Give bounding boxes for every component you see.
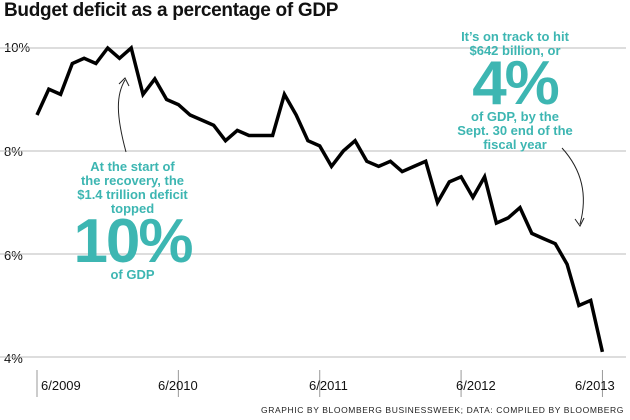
right-annotation-line: fiscal year [483,137,547,152]
left-annotation: At the start of the recovery, the $1.4 t… [60,160,205,282]
right-annotation-big-value: 4% [472,49,560,118]
x-tick-label-2010: 6/2010 [158,378,198,393]
deficit-series-line [35,44,605,353]
right-annotation-line: of GDP, by the [471,109,559,124]
source-credit: GRAPHIC BY BLOOMBERG BUSINESSWEEK; DATA:… [261,405,624,415]
left-annotation-line: topped [110,201,155,216]
chart-title: Budget deficit as a percentage of GDP [4,0,339,21]
right-annotation-line: $642 billion, or [469,43,561,58]
right-annotation: It’s on track to hit $642 billion, or 4%… [435,30,595,152]
right-annotation-line: It’s on track to hit [461,29,569,44]
y-tick-label-6: 6% [4,248,23,263]
left-annotation-line: $1.4 trillion deficit [77,187,188,202]
x-tick-label-2013: 6/2013 [575,378,615,393]
left-annotation-line: of GDP [110,267,155,282]
left-annotation-line: the recovery, the [80,173,185,188]
left-annotation-big-value: 10% [73,207,193,276]
left-arrow-head [118,77,130,87]
left-annotation-line: At the start of [90,159,175,174]
right-annotation-arrow [561,147,584,225]
y-tick-label-4: 4% [4,351,23,366]
x-tick-label-2009: 6/2009 [41,378,81,393]
x-tick-label-2011: 6/2011 [309,378,348,393]
x-tick-label-2012: 6/2012 [456,378,496,393]
left-annotation-arrow [117,79,127,153]
right-annotation-line: Sept. 30 end of the [457,123,573,138]
gridlines [0,47,626,358]
right-arrow-head [574,217,585,227]
x-ticks [36,370,603,397]
